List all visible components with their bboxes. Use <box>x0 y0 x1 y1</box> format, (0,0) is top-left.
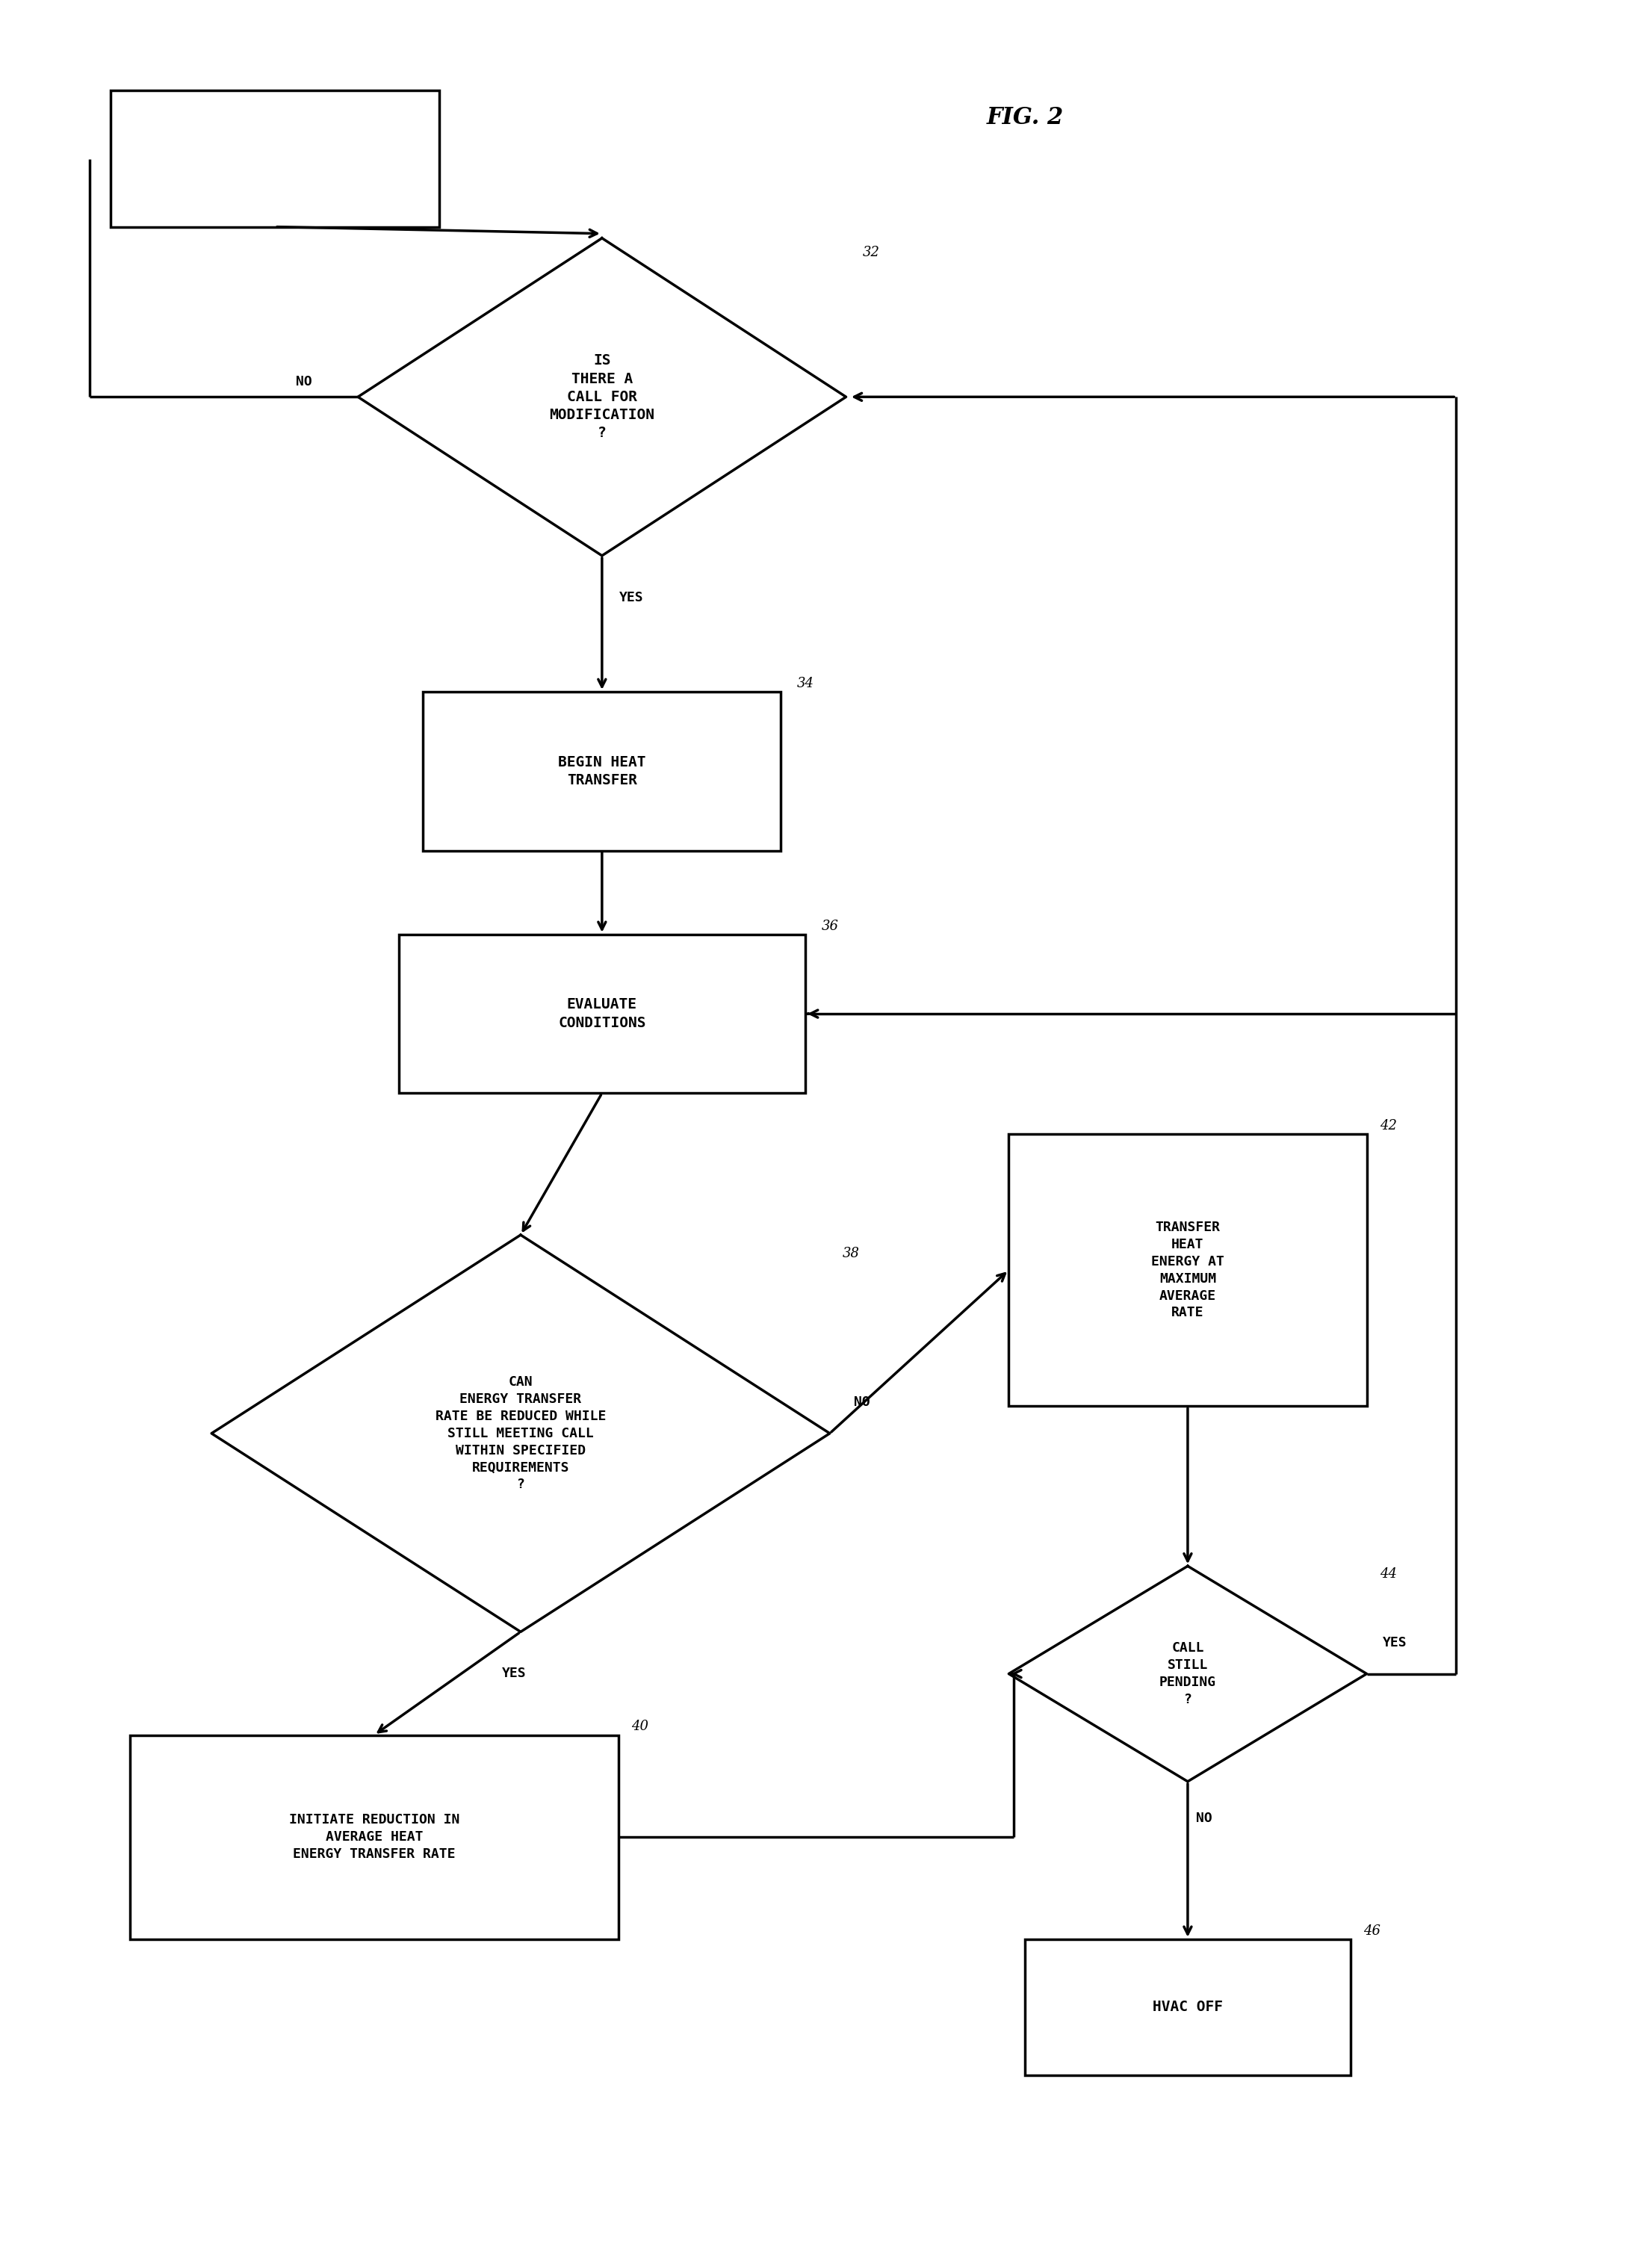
Text: YES: YES <box>1383 1635 1407 1649</box>
Text: TRANSFER
HEAT
ENERGY AT
MAXIMUM
AVERAGE
RATE: TRANSFER HEAT ENERGY AT MAXIMUM AVERAGE … <box>1152 1220 1224 1320</box>
Bar <box>399 934 805 1093</box>
Bar <box>1025 1939 1350 2075</box>
Text: INITIATE REDUCTION IN
AVERAGE HEAT
ENERGY TRANSFER RATE: INITIATE REDUCTION IN AVERAGE HEAT ENERG… <box>290 1812 459 1862</box>
Text: FIG. 2: FIG. 2 <box>986 107 1064 129</box>
Text: NO: NO <box>854 1395 870 1408</box>
Text: IS
THERE A
CALL FOR
MODIFICATION
?: IS THERE A CALL FOR MODIFICATION ? <box>550 354 654 440</box>
Text: 42: 42 <box>1380 1118 1398 1132</box>
Text: HVAC OFF: HVAC OFF <box>1152 2000 1224 2014</box>
Text: 34: 34 <box>797 676 815 689</box>
Text: CAN
ENERGY TRANSFER
RATE BE REDUCED WHILE
STILL MEETING CALL
WITHIN SPECIFIED
RE: CAN ENERGY TRANSFER RATE BE REDUCED WHIL… <box>436 1374 605 1492</box>
Text: 36: 36 <box>822 919 840 932</box>
Text: BEGIN HEAT
TRANSFER: BEGIN HEAT TRANSFER <box>558 755 646 787</box>
Polygon shape <box>1009 1565 1367 1783</box>
Text: 46: 46 <box>1363 1923 1381 1937</box>
Text: 38: 38 <box>843 1247 861 1261</box>
Polygon shape <box>212 1234 830 1633</box>
Text: 32: 32 <box>862 245 880 259</box>
Bar <box>423 692 781 850</box>
Bar <box>130 1735 618 1939</box>
Text: YES: YES <box>503 1667 526 1681</box>
Text: YES: YES <box>620 590 643 603</box>
Text: EVALUATE
CONDITIONS: EVALUATE CONDITIONS <box>558 998 646 1030</box>
Polygon shape <box>358 238 846 556</box>
Text: 40: 40 <box>631 1719 649 1733</box>
Text: NO: NO <box>296 374 312 388</box>
Bar <box>1009 1134 1367 1406</box>
Bar <box>111 91 439 227</box>
Text: 44: 44 <box>1380 1567 1398 1581</box>
Text: CALL
STILL
PENDING
?: CALL STILL PENDING ? <box>1160 1642 1215 1706</box>
Text: NO: NO <box>1196 1812 1212 1826</box>
